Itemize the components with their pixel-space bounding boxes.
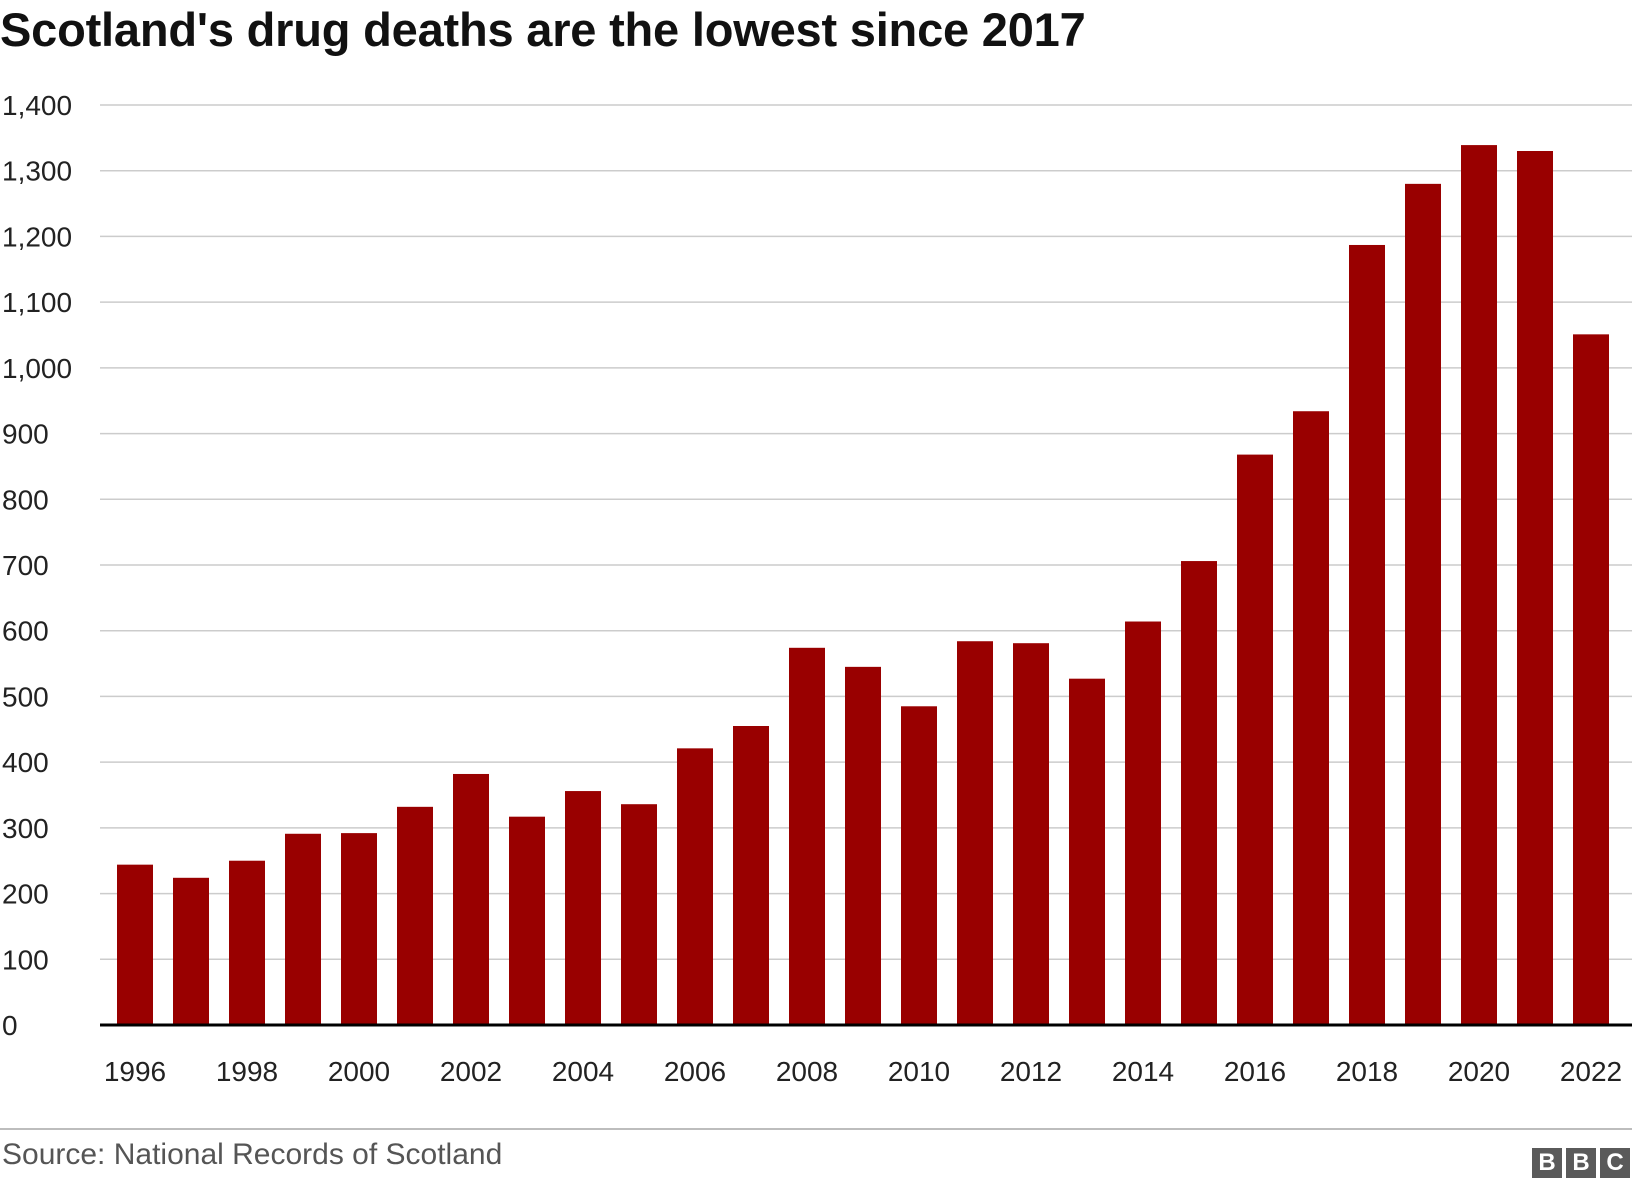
- x-tick-label: 2014: [1112, 1056, 1174, 1087]
- x-tick-label: 1998: [216, 1056, 278, 1087]
- bar-1997: [173, 877, 209, 1025]
- bar-2004: [565, 791, 601, 1025]
- bar-2022: [1573, 334, 1609, 1025]
- bars: [117, 145, 1609, 1026]
- chart-title: Scotland's drug deaths are the lowest si…: [0, 3, 1086, 56]
- y-tick-label: 1,100: [2, 287, 72, 318]
- bar-2013: [1069, 678, 1105, 1025]
- bar-2003: [509, 816, 545, 1025]
- bar-2011: [957, 641, 993, 1025]
- bar-2021: [1517, 151, 1553, 1025]
- x-tick-label: 2016: [1224, 1056, 1286, 1087]
- bbc-logo: B B C: [1532, 1148, 1630, 1178]
- bar-2007: [733, 726, 769, 1025]
- y-tick-label: 500: [2, 681, 49, 712]
- x-tick-label: 2000: [328, 1056, 390, 1087]
- x-tick-label: 2006: [664, 1056, 726, 1087]
- x-tick-label: 2010: [888, 1056, 950, 1087]
- bar-2018: [1349, 244, 1385, 1025]
- bar-2006: [677, 748, 713, 1025]
- y-tick-label: 600: [2, 616, 49, 647]
- x-tick-label: 1996: [104, 1056, 166, 1087]
- bar-2012: [1013, 643, 1049, 1025]
- x-tick-label: 2018: [1336, 1056, 1398, 1087]
- footer-divider: [0, 1128, 1632, 1130]
- bar-2009: [845, 666, 881, 1025]
- bar-2016: [1237, 454, 1273, 1026]
- bar-2000: [341, 833, 377, 1025]
- y-tick-label: 800: [2, 484, 49, 515]
- y-tick-label: 700: [2, 550, 49, 581]
- bar-2020: [1461, 145, 1497, 1026]
- y-tick-label: 200: [2, 879, 49, 910]
- bar-2010: [901, 706, 937, 1025]
- y-tick-label: 100: [2, 944, 49, 975]
- bar-2001: [397, 806, 433, 1025]
- y-tick-label: 900: [2, 419, 49, 450]
- x-axis-tick-labels: 1996 1998 2000 2002 2004 2006 2008 2010 2012 2014…: [104, 1056, 1622, 1087]
- bar-2019: [1405, 183, 1441, 1025]
- y-tick-label: 1,000: [2, 353, 72, 384]
- y-axis-tick-labels: 0 100 200 300 400 500 600 700 800 900 1,000 1,100 1,…: [2, 90, 72, 1041]
- bar-2008: [789, 647, 825, 1025]
- y-tick-label: 1,400: [2, 90, 72, 121]
- x-tick-label: 2012: [1000, 1056, 1062, 1087]
- bar-2002: [453, 773, 489, 1025]
- bar-2015: [1181, 561, 1217, 1025]
- bar-1999: [285, 833, 321, 1025]
- x-tick-label: 2004: [552, 1056, 614, 1087]
- y-tick-label: 0: [2, 1010, 18, 1041]
- bbc-logo-letter-3: C: [1600, 1148, 1630, 1178]
- bar-2014: [1125, 621, 1161, 1025]
- x-tick-label: 2002: [440, 1056, 502, 1087]
- x-tick-label: 2020: [1448, 1056, 1510, 1087]
- y-tick-label: 1,300: [2, 156, 72, 187]
- bar-2017: [1293, 411, 1329, 1025]
- bar-1996: [117, 864, 153, 1025]
- y-tick-label: 400: [2, 747, 49, 778]
- source-note: Source: National Records of Scotland: [2, 1138, 503, 1171]
- bbc-logo-letter-1: B: [1532, 1148, 1562, 1178]
- y-tick-label: 1,200: [2, 221, 72, 252]
- bar-2005: [621, 804, 657, 1025]
- y-tick-label: 300: [2, 813, 49, 844]
- x-tick-label: 2022: [1560, 1056, 1622, 1087]
- bbc-logo-letter-2: B: [1566, 1148, 1596, 1178]
- x-tick-label: 2008: [776, 1056, 838, 1087]
- bar-1998: [229, 860, 265, 1025]
